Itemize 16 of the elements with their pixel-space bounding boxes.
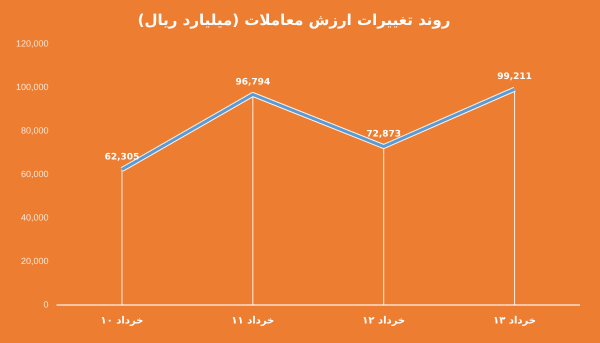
y-tick-label: 120,000 xyxy=(16,38,49,48)
x-tick-label: ۱۱ خرداد xyxy=(231,316,274,327)
y-tick-label: 60,000 xyxy=(21,168,49,179)
data-label: 72,873 xyxy=(366,130,402,140)
chart-title: روند تغییرات ارزش معاملات (میلیارد ریال) xyxy=(138,10,450,29)
y-tick-label: 40,000 xyxy=(21,212,49,222)
data-label: 99,211 xyxy=(497,72,532,82)
data-label: 62,305 xyxy=(104,152,140,162)
y-tick-label: 0 xyxy=(44,299,49,310)
y-tick-label: 20,000 xyxy=(21,256,49,266)
x-tick-label: ۱۳ خرداد xyxy=(493,316,536,327)
y-tick-label: 100,000 xyxy=(16,82,49,92)
data-label: 96,794 xyxy=(235,77,270,88)
y-tick-label: 80,000 xyxy=(21,125,49,136)
x-tick-label: ۱۰ خرداد xyxy=(100,316,144,327)
x-tick-label: ۱۲ خرداد xyxy=(362,316,406,327)
